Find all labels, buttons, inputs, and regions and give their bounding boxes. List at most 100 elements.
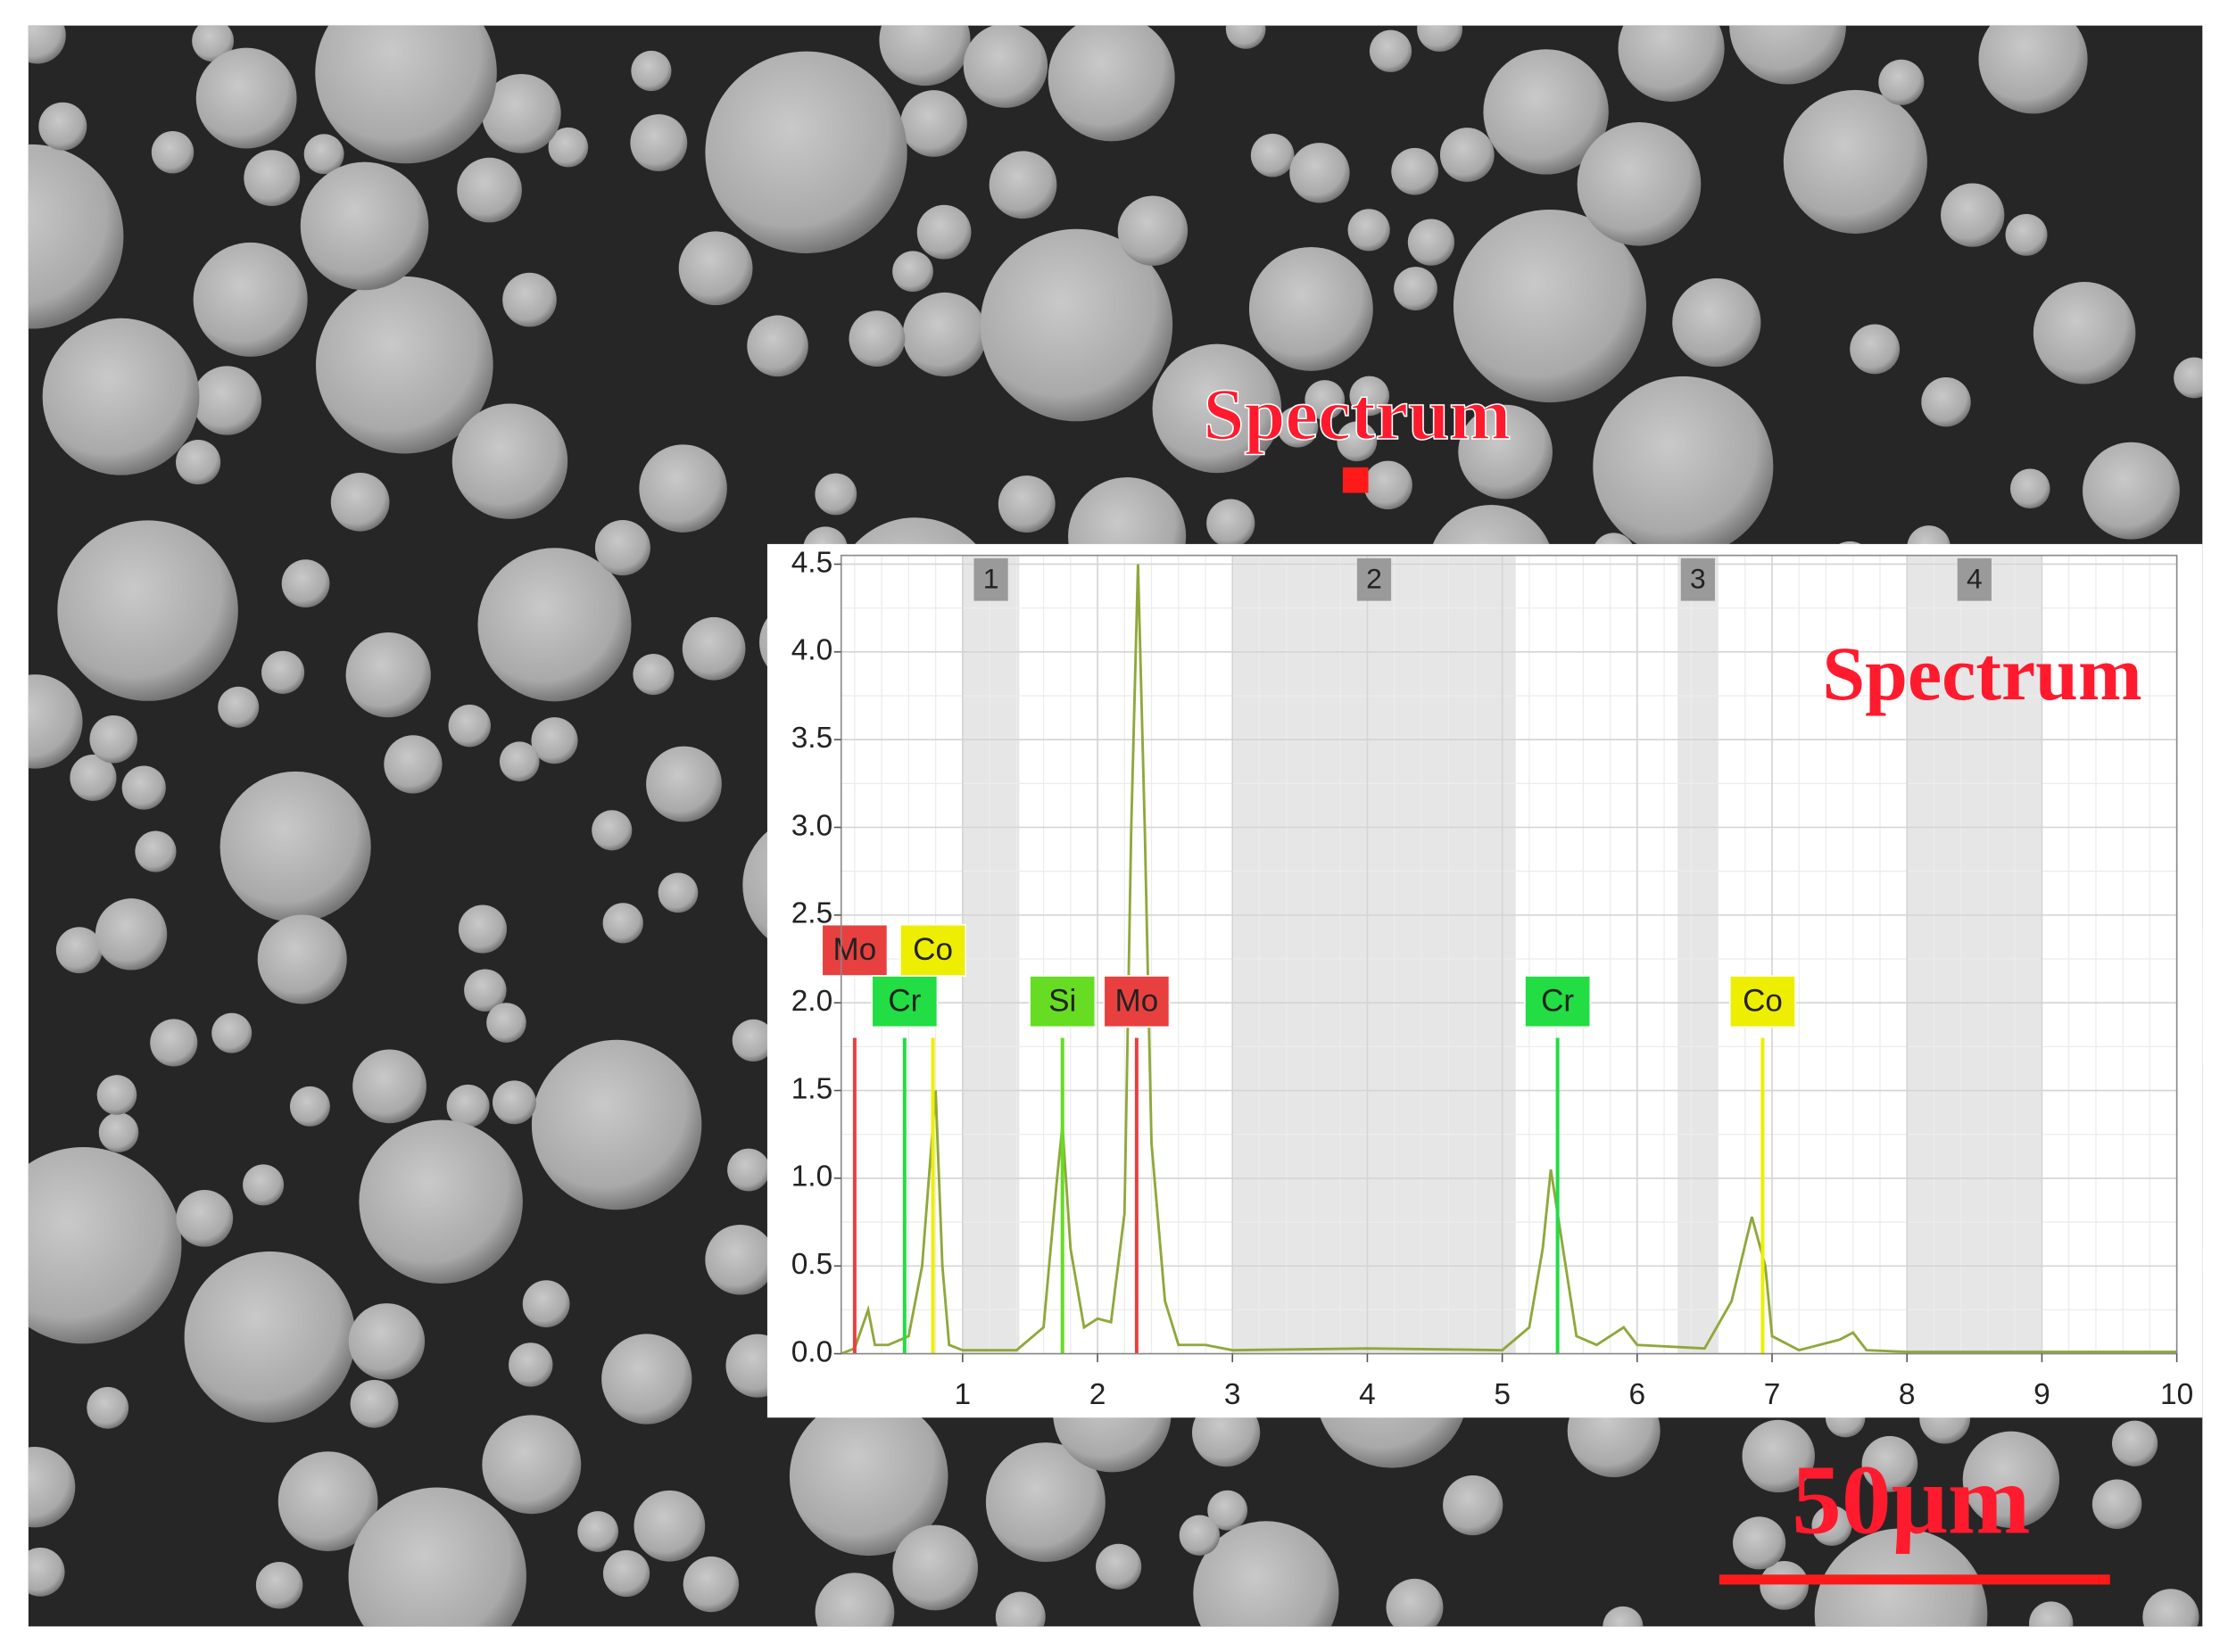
particle — [1483, 49, 1609, 175]
y-tick-label: 2.0 — [791, 985, 832, 1018]
spectrum-site-label: Spectrum — [1203, 373, 1511, 455]
particle — [348, 1487, 526, 1627]
particle — [900, 90, 967, 157]
particle — [602, 903, 643, 944]
particle — [2005, 213, 2048, 256]
particle — [28, 25, 66, 64]
chart-title: Spectrum — [1822, 631, 2141, 716]
particle — [352, 1049, 427, 1124]
particle — [630, 114, 688, 171]
particle — [348, 1303, 426, 1380]
particle — [499, 741, 540, 782]
particle — [303, 134, 344, 175]
particle — [879, 25, 971, 87]
particle — [481, 73, 561, 153]
particle — [1962, 1431, 2060, 1528]
scale-bar-label: 50μm — [1792, 1445, 2031, 1555]
particle — [1304, 380, 1346, 420]
particle — [902, 292, 987, 376]
region-tag — [1680, 558, 1715, 601]
particle — [1394, 267, 1437, 310]
particle — [193, 242, 308, 357]
particle — [244, 150, 301, 207]
particle — [176, 440, 221, 485]
particle — [1458, 404, 1553, 500]
particle — [89, 714, 137, 764]
particle — [330, 472, 390, 532]
particle — [658, 872, 699, 913]
x-tick-label: 9 — [2033, 1378, 2050, 1411]
particle — [2033, 281, 2136, 384]
element-label: Cr — [1541, 984, 1574, 1019]
x-tick-label: 8 — [1899, 1378, 1916, 1411]
particle — [28, 1447, 76, 1528]
particle — [446, 1084, 490, 1127]
region — [1677, 555, 1719, 1354]
particle — [705, 51, 907, 253]
particle — [464, 969, 507, 1012]
particle — [219, 771, 371, 923]
particle — [683, 1556, 740, 1613]
particle — [57, 520, 238, 701]
particle — [602, 1549, 650, 1598]
particle — [1921, 376, 1971, 427]
particle — [218, 686, 260, 728]
particle — [1618, 25, 1725, 102]
spectrum-line — [841, 564, 2177, 1354]
element-tag — [1524, 975, 1592, 1028]
region-tag — [1957, 558, 1992, 601]
y-tick-label: 1.0 — [791, 1161, 832, 1194]
particle — [261, 650, 305, 694]
particle — [1941, 183, 2005, 247]
x-tick-label: 10 — [2160, 1378, 2193, 1411]
particle — [1978, 25, 2088, 114]
particle — [2112, 1420, 2158, 1466]
x-tick-label: 2 — [1089, 1378, 1106, 1411]
particle — [531, 1039, 702, 1210]
particle — [1733, 1516, 1786, 1570]
element-label: Si — [1048, 984, 1076, 1019]
particle — [892, 251, 933, 293]
element-tag — [1729, 975, 1796, 1028]
particle — [98, 1112, 139, 1152]
particle — [315, 25, 497, 164]
particle — [243, 1164, 285, 1206]
y-tick-label: 0.0 — [791, 1335, 832, 1368]
x-tick-label: 1 — [955, 1378, 972, 1411]
particle — [1729, 25, 1846, 85]
particle — [95, 898, 168, 971]
particle — [732, 1019, 774, 1062]
y-tick-label: 4.5 — [791, 546, 832, 579]
particle — [1289, 143, 1350, 203]
plot-content — [841, 564, 2177, 1354]
region-label: 3 — [1690, 563, 1706, 595]
particle — [1742, 1419, 1815, 1493]
particle — [384, 735, 443, 794]
particle — [1672, 277, 1761, 368]
particle — [1593, 376, 1774, 557]
particle — [96, 1075, 137, 1115]
particle — [727, 1148, 770, 1192]
particle — [482, 1415, 582, 1515]
region — [1232, 555, 1516, 1354]
particle — [2142, 1589, 2199, 1627]
particle — [1369, 29, 1412, 72]
particle — [985, 1442, 1106, 1563]
particle — [150, 1019, 198, 1067]
particle — [592, 810, 633, 851]
particle — [350, 1379, 399, 1428]
particle — [705, 1224, 775, 1295]
particle — [28, 674, 83, 769]
particle — [502, 272, 557, 327]
particle — [1096, 1543, 1142, 1590]
particle — [1603, 1606, 1644, 1627]
particle — [995, 1591, 1046, 1627]
particle — [1152, 343, 1282, 474]
y-tick-label: 3.0 — [791, 809, 832, 842]
y-tick-label: 2.5 — [791, 897, 832, 930]
region-label: 4 — [1967, 563, 1983, 595]
particle — [892, 1524, 979, 1611]
particle — [458, 904, 507, 954]
